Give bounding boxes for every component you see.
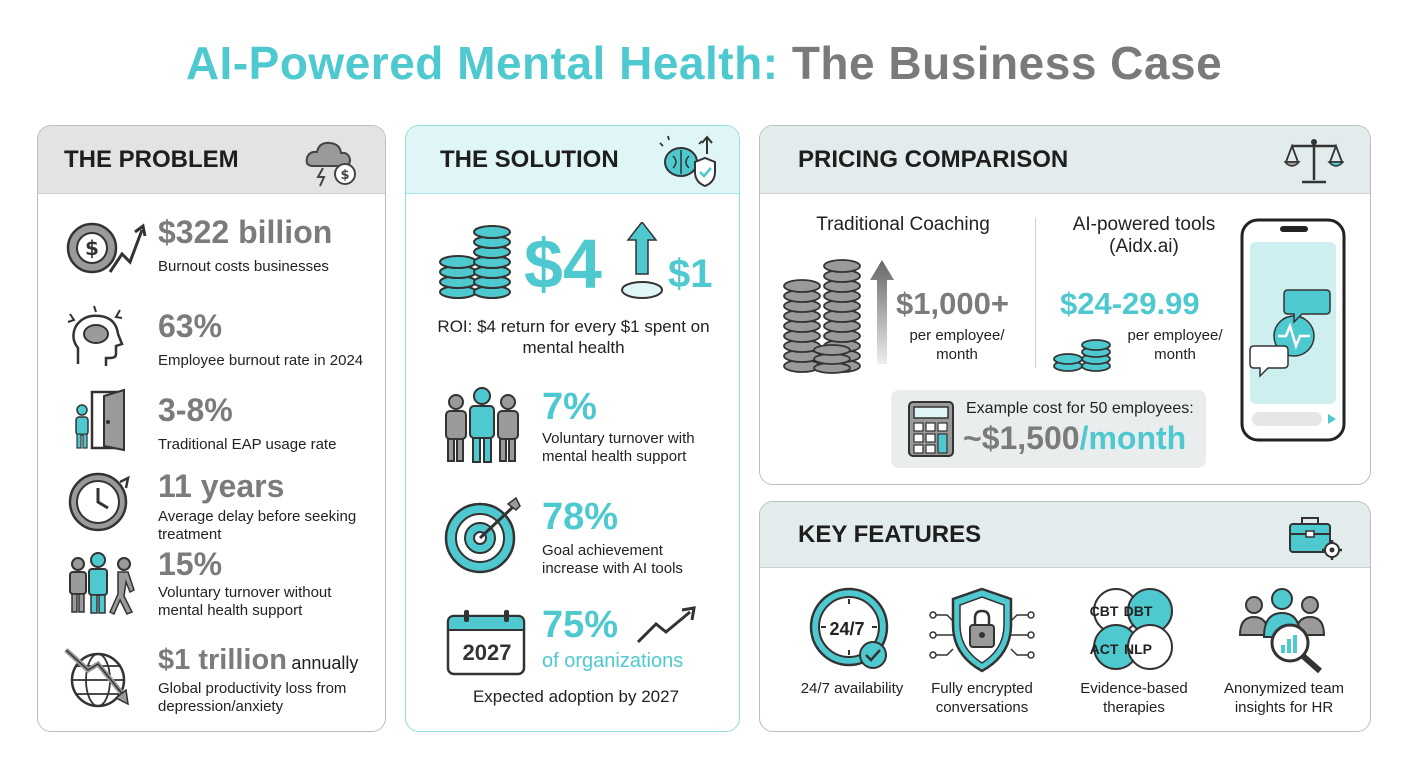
arrow-up-coin-icon (618, 220, 668, 307)
feature-label: Evidence-based therapies (1080, 680, 1188, 716)
stat-description: Traditional EAP usage rate (158, 436, 337, 453)
stat-suffix: annually (291, 653, 359, 673)
stat-description: Global productivity loss from depression… (158, 680, 347, 715)
globe-decline-icon (64, 644, 140, 717)
problem-heading: THE PROBLEM (64, 145, 239, 173)
solution-heading: THE SOLUTION (440, 145, 619, 173)
stat-description: Voluntary turnover without mental health… (158, 584, 332, 619)
svg-text:$: $ (85, 236, 99, 260)
example-price: ~$1,500 (963, 420, 1080, 456)
traditional-label: Traditional Coaching (816, 214, 990, 235)
feature-label: Fully encrypted conversations (931, 680, 1033, 716)
toolbox-gear-icon (1288, 510, 1344, 567)
example-label: Example cost for 50 employees: (966, 400, 1194, 417)
coin-stack-teal-icon (1052, 334, 1114, 379)
stat-value: 15% (158, 546, 223, 582)
therapy-venn-icon: CBT DBT ACT NLP (1064, 585, 1204, 675)
stat-value: 11 years (158, 468, 285, 504)
stat-description: Employee burnout rate in 2024 (158, 352, 364, 369)
problem-item-eap-usage: 3-8% Traditional EAP usage rate (58, 388, 378, 468)
ai-unit: per employee/ month (1127, 327, 1223, 363)
pricing-header: PRICING COMPARISON (760, 126, 1370, 194)
problem-header: THE PROBLEM $ (38, 126, 385, 194)
pricing-heading: PRICING COMPARISON (798, 145, 1069, 173)
availability-icon-text: 24/7 (829, 619, 865, 639)
brain-shield-icon (659, 134, 719, 195)
example-cost-box: Example cost for 50 employees: ~$1,500/m… (891, 390, 1206, 468)
stat-value: 3-8% (158, 392, 233, 428)
traditional-price: $1,000+ (896, 286, 1009, 321)
clock-check-icon (782, 585, 922, 675)
calculator-icon (907, 400, 955, 463)
roi-return-value: $4 (524, 225, 602, 303)
roi-description: ROI: $4 return for every $1 spent on men… (437, 317, 710, 357)
traditional-unit: per employee/ month (909, 327, 1005, 363)
stat-value: $1 trillion (158, 644, 287, 676)
stat-value: 75% (542, 604, 619, 646)
clock-icon (64, 468, 136, 545)
stat-value-row: $1 trillion annually (158, 646, 358, 675)
feature-therapies: CBT DBT ACT NLP Evidence-based therapies (1064, 585, 1204, 717)
problem-item-burnout-rate: 63% Employee burnout rate in 2024 (58, 304, 378, 384)
stat-description: Goal achievement increase with AI tools (542, 542, 683, 577)
features-header: KEY FEATURES (760, 502, 1370, 568)
problem-item-treatment-delay: 11 years Average delay before seeking tr… (58, 468, 378, 548)
open-door-icon (64, 388, 134, 459)
title-part2: The Business Case (791, 37, 1223, 89)
pricing-divider (1035, 218, 1036, 368)
coin-stack-gray-icon (780, 256, 900, 381)
arrow-up-gray-icon (870, 260, 894, 369)
venn-nlp: NLP (1124, 641, 1152, 657)
dollar-cycle-icon: $ (64, 216, 150, 285)
stat-value: $322 billion (158, 214, 333, 250)
venn-cbt: CBT (1089, 603, 1119, 619)
feature-label: Anonymized team insights for HR (1223, 680, 1345, 716)
solution-header: THE SOLUTION (406, 126, 739, 194)
problem-panel: THE PROBLEM $ $ $322 billion Burnout cos… (37, 125, 386, 732)
solution-panel: THE SOLUTION $4 $1 ROI: $4 retu (405, 125, 740, 732)
problem-item-burnout-cost: $ $322 billion Burnout costs businesses (58, 216, 378, 296)
people-leaving-icon (64, 550, 144, 621)
stressed-head-icon (64, 304, 134, 379)
team-icon (442, 386, 524, 471)
problem-item-turnover: 15% Voluntary turnover without mental he… (58, 546, 378, 630)
stat-value: 63% (158, 308, 223, 344)
features-panel: KEY FEATURES 24/7 24/7 availa (759, 501, 1371, 732)
storm-cloud-icon: $ (303, 136, 363, 195)
target-icon (442, 496, 528, 581)
balance-scale-icon (1283, 136, 1345, 193)
ai-label: AI-powered tools (Aidx.ai) (1072, 214, 1216, 257)
problem-item-productivity-loss: $1 trillion annually Global productivity… (58, 644, 378, 724)
example-per: /month (1079, 420, 1187, 456)
team-insights-icon (1214, 585, 1354, 675)
calendar-year: 2027 (462, 640, 512, 665)
venn-act: ACT (1089, 641, 1119, 657)
example-price-row: ~$1,500/month (963, 422, 1186, 454)
stat-value: 7% (542, 386, 597, 428)
feature-encryption: Fully encrypted conversations (912, 585, 1052, 717)
stat-description: Expected adoption by 2027 (472, 687, 680, 706)
phone-chat-icon (1240, 218, 1348, 449)
stat-description: Voluntary turnover with mental health su… (542, 430, 695, 465)
stat-description: Burnout costs businesses (158, 258, 329, 275)
ai-price: $24-29.99 (1060, 286, 1200, 321)
shield-lock-icon (912, 585, 1052, 675)
title-part1: AI-Powered Mental Health: (185, 37, 779, 89)
venn-dbt: DBT (1123, 603, 1153, 619)
calendar-icon (446, 610, 528, 681)
svg-text:$: $ (340, 168, 349, 183)
feature-label: 24/7 availability (800, 680, 904, 697)
stat-subtext: of organizations (542, 650, 684, 672)
coin-stacks-icon (436, 224, 516, 309)
stat-value: 78% (542, 496, 619, 538)
feature-availability: 24/7 24/7 availability (782, 585, 922, 698)
feature-insights: Anonymized team insights for HR (1214, 585, 1354, 717)
roi-spend-value: $1 (668, 252, 713, 296)
page-title: AI-Powered Mental Health: The Business C… (0, 36, 1408, 90)
features-heading: KEY FEATURES (798, 520, 982, 548)
pricing-panel: PRICING COMPARISON Traditional Coaching (759, 125, 1371, 485)
stat-description: Average delay before seeking treatment (158, 508, 357, 543)
trend-up-icon (636, 606, 700, 651)
